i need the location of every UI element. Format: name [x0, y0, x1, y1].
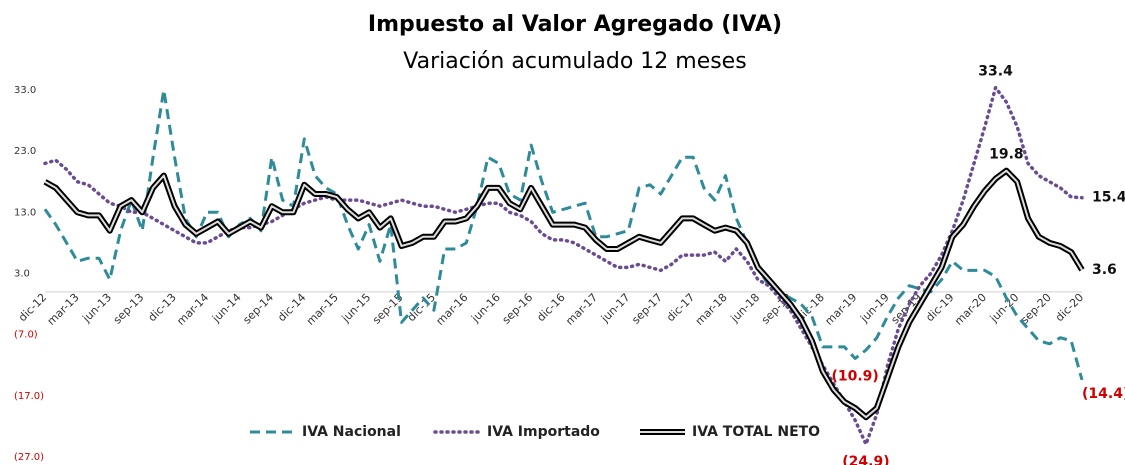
data-label: 19.8: [989, 147, 1024, 163]
y-tick-label: 33.0: [14, 85, 36, 96]
y-tick-label: (17.0): [14, 391, 44, 402]
x-tick-label: mar-16: [434, 291, 471, 328]
x-tick-label: sep-16: [500, 291, 536, 327]
y-tick-label: (7.0): [14, 330, 38, 341]
x-tick-label: jun-13: [79, 291, 114, 326]
x-tick-label: mar-14: [174, 291, 211, 328]
legend-label: IVA TOTAL NETO: [692, 424, 820, 440]
x-tick-label: jun-14: [209, 291, 244, 326]
data-label: (10.9): [831, 369, 878, 385]
x-tick-label: mar-18: [693, 291, 730, 328]
x-tick-label: sep-13: [111, 291, 147, 327]
data-label: (14.4): [1082, 386, 1125, 402]
legend-label: IVA Nacional: [302, 424, 401, 440]
x-tick-label: jun-17: [598, 291, 633, 326]
series-line: [43, 85, 1084, 446]
x-tick-label: sep-17: [629, 291, 665, 327]
y-tick-label: 13.0: [14, 207, 36, 218]
y-tick-label: 3.0: [14, 269, 30, 280]
x-tick-label: sep-14: [240, 291, 276, 327]
series-line: [43, 88, 1084, 381]
data-label: 3.6: [1092, 262, 1117, 278]
x-tick-label: dic-20: [1053, 291, 1086, 324]
y-tick-label: 23.0: [14, 146, 36, 157]
data-label: 33.4: [978, 64, 1013, 80]
chart-title: Impuesto al Valor Agregado (IVA): [368, 12, 782, 37]
x-tick-label: jun-16: [468, 291, 503, 326]
data-label: (24.9): [842, 454, 889, 465]
x-tick-label: mar-15: [304, 291, 341, 328]
line-highlight: [44, 169, 1083, 419]
x-tick-label: mar-17: [563, 291, 600, 328]
chart-subtitle: Variación acumulado 12 meses: [403, 49, 746, 74]
x-tick-label: jun-15: [339, 291, 374, 326]
x-tick-label: mar-13: [45, 291, 82, 328]
x-tick-label: mar-20: [952, 291, 989, 328]
data-label: 15.4: [1092, 190, 1125, 206]
x-tick-label: mar-19: [822, 291, 859, 328]
x-tick-label: jun-18: [728, 291, 763, 326]
legend-label: IVA Importado: [487, 424, 600, 440]
y-tick-label: (27.0): [14, 452, 44, 463]
